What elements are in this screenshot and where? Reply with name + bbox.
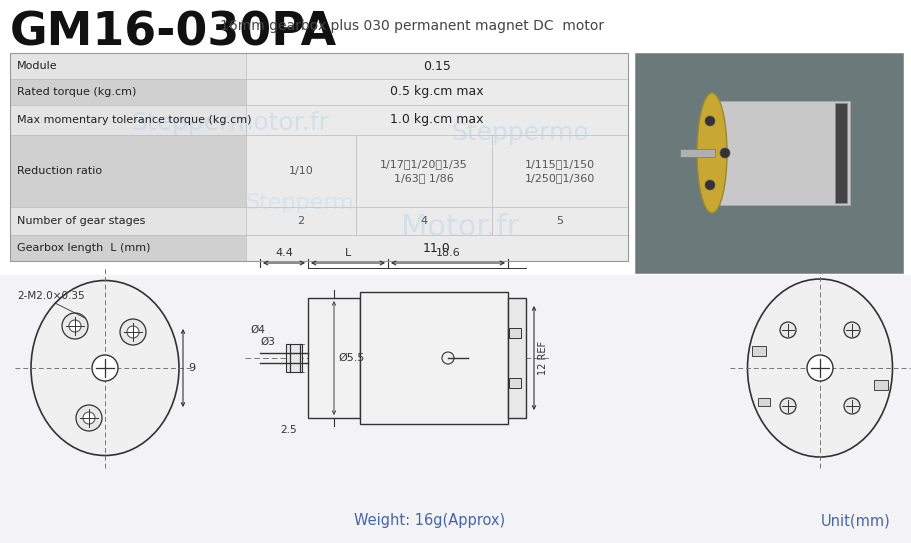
Text: 4: 4: [421, 216, 427, 226]
Text: 1/17、1/20、1/35
1/63、 1/86: 1/17、1/20、1/35 1/63、 1/86: [380, 160, 468, 182]
Bar: [246, 105, 628, 135]
Text: 18.6: 18.6: [435, 248, 460, 258]
Text: Reduction ratio: Reduction ratio: [17, 166, 102, 176]
Text: 1/10: 1/10: [289, 166, 313, 176]
Bar: [509, 378, 521, 388]
Circle shape: [705, 180, 715, 190]
Text: 0.5 kg.cm max: 0.5 kg.cm max: [390, 85, 484, 98]
Text: GM16-030PA: GM16-030PA: [10, 10, 337, 55]
Bar: [0, 275, 911, 543]
Circle shape: [807, 355, 833, 381]
Text: Motor.fr: Motor.fr: [401, 213, 519, 243]
Text: 5: 5: [557, 216, 564, 226]
Bar: [10, 207, 246, 235]
Ellipse shape: [697, 93, 727, 213]
Bar: [10, 135, 246, 207]
Circle shape: [62, 313, 88, 339]
Bar: [680, 149, 715, 157]
Bar: [246, 135, 356, 207]
Text: 2.5: 2.5: [280, 425, 297, 435]
Bar: [10, 105, 246, 135]
Circle shape: [720, 148, 730, 158]
Circle shape: [127, 326, 139, 338]
Text: 1/115、1/150
1/250、1/360: 1/115、1/150 1/250、1/360: [525, 160, 595, 182]
Bar: [246, 79, 628, 105]
Text: 16mm gearbox plus 030 permanent magnet DC  motor: 16mm gearbox plus 030 permanent magnet D…: [220, 19, 604, 33]
Circle shape: [844, 398, 860, 414]
Circle shape: [844, 322, 860, 338]
Ellipse shape: [748, 279, 893, 457]
Bar: [360, 292, 508, 424]
Bar: [492, 135, 628, 207]
Text: L: L: [345, 248, 351, 258]
Ellipse shape: [31, 281, 179, 456]
Circle shape: [780, 398, 796, 414]
Bar: [246, 53, 628, 79]
Text: Steppermo: Steppermo: [451, 121, 589, 145]
Text: Module: Module: [17, 61, 57, 71]
Circle shape: [442, 352, 454, 364]
Bar: [10, 53, 246, 79]
Text: Steppermotor.fr: Steppermotor.fr: [131, 111, 329, 135]
Circle shape: [92, 355, 118, 381]
Bar: [356, 135, 492, 207]
Bar: [835, 103, 847, 203]
Bar: [509, 328, 521, 338]
Text: Ø3: Ø3: [260, 337, 275, 347]
Bar: [492, 207, 628, 235]
Circle shape: [76, 405, 102, 431]
Bar: [874, 380, 888, 390]
Text: 4.4: 4.4: [275, 248, 293, 258]
Circle shape: [780, 322, 796, 338]
Circle shape: [120, 319, 146, 345]
Text: Unit(mm): Unit(mm): [820, 514, 890, 528]
Text: Ø4: Ø4: [250, 325, 265, 335]
Circle shape: [705, 116, 715, 126]
Text: Number of gear stages: Number of gear stages: [17, 216, 146, 226]
Text: 12 REF: 12 REF: [538, 341, 548, 375]
Bar: [10, 235, 246, 261]
Text: Gearbox length  L (mm): Gearbox length L (mm): [17, 243, 150, 253]
Bar: [635, 53, 903, 273]
Bar: [752, 346, 766, 356]
Text: Rated torque (kg.cm): Rated torque (kg.cm): [17, 87, 137, 97]
Text: 0.15: 0.15: [423, 60, 451, 73]
Bar: [720, 101, 850, 205]
Text: 2: 2: [297, 216, 304, 226]
Bar: [286, 344, 302, 372]
Bar: [0, 0, 911, 275]
Bar: [758, 398, 770, 406]
Bar: [246, 207, 356, 235]
Text: 2-M2.0×0.35: 2-M2.0×0.35: [17, 291, 85, 301]
Bar: [10, 79, 246, 105]
Circle shape: [83, 412, 95, 424]
Text: 9: 9: [188, 363, 195, 373]
Circle shape: [69, 320, 81, 332]
Bar: [10, 53, 628, 261]
Bar: [246, 235, 628, 261]
Bar: [308, 298, 360, 418]
Text: Weight: 16g(Approx): Weight: 16g(Approx): [354, 514, 506, 528]
Bar: [356, 207, 492, 235]
Text: Stepperm: Stepperm: [246, 193, 354, 213]
Text: Ø5.5: Ø5.5: [338, 353, 364, 363]
Text: Max momentary tolerance torque (kg.cm): Max momentary tolerance torque (kg.cm): [17, 115, 251, 125]
Bar: [508, 298, 526, 418]
Text: 1.0 kg.cm max: 1.0 kg.cm max: [390, 113, 484, 127]
Text: 11.0: 11.0: [423, 242, 451, 255]
